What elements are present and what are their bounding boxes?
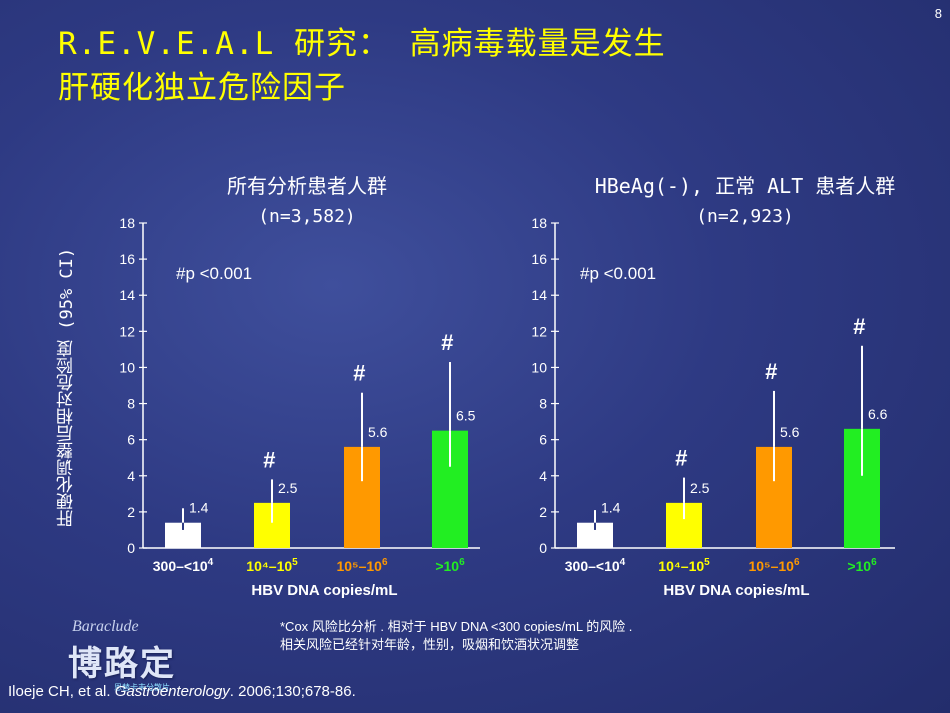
logo-brand-en: Baraclude [72,618,139,635]
x-axis-label: HBV DNA copies/mL [251,582,397,599]
citation-authors: Iloeje CH, et al. [8,683,111,700]
y-tick-label: 6 [539,432,547,448]
footnote-line-2: 相关风险已经针对年龄，性别，吸烟和饮酒状况调整 [280,637,580,652]
baraclude-logo: Baraclude 博路定 恩替卡韦分散片 [58,612,208,702]
value-label: 5.6 [368,424,388,440]
value-label: 5.6 [780,424,800,440]
y-tick-label: 12 [119,323,135,339]
chart-subtitle: (n=2,923) [696,206,794,227]
page-number: 8 [934,6,942,21]
x-tick-label-base: >10 [847,558,871,574]
significance-mark: # [263,447,276,472]
x-tick-label-base: >10 [435,558,459,574]
significance-mark: # [853,314,866,339]
value-label: 2.5 [690,480,710,496]
citation-details: . 2006;130;678-86. [229,683,356,700]
citation: Iloeje CH, et al. Gastroenterology. 2006… [8,683,356,700]
x-tick-label-exponent: 5 [292,557,298,568]
x-tick-label-exponent: 6 [794,557,800,568]
significance-mark: # [675,446,688,471]
y-tick-label: 4 [539,468,547,484]
x-tick-label-base: 10⁴–10 [246,558,292,574]
x-tick-label-base: 10⁴–10 [658,558,704,574]
logo-brand-cn: 博路定 [68,644,176,684]
x-tick-label: 10⁵–106 [748,557,800,574]
x-tick-label-exponent: 6 [459,557,465,568]
value-label: 6.5 [456,408,476,424]
y-tick-label: 0 [539,540,547,556]
y-tick-label: 0 [127,540,135,556]
x-tick-label: 10⁴–105 [658,557,710,574]
y-tick-label: 16 [119,251,135,267]
value-label: 6.6 [868,406,888,422]
x-tick-label: >106 [435,557,465,574]
y-tick-label: 12 [531,323,547,339]
slide-title: R.E.V.E.A.L 研究： 高病毒载量是发生 肝硬化独立危险因子 [58,22,918,110]
x-tick-label-exponent: 4 [208,557,214,568]
y-tick-label: 18 [531,215,547,231]
x-tick-label: 10⁵–106 [336,557,388,574]
y-tick-label: 2 [127,504,135,520]
y-tick-label: 2 [539,504,547,520]
significance-mark: # [353,361,366,386]
x-tick-label-exponent: 4 [620,557,626,568]
x-tick-label: 10⁴–105 [246,557,298,574]
citation-journal: Gastroenterology [114,683,230,700]
x-tick-label-base: 300–<10 [565,558,620,574]
y-tick-label: 6 [127,432,135,448]
chart-title: 所有分析患者人群 [227,174,387,198]
value-label: 2.5 [278,480,298,496]
chart-title: HBeAg(-), 正常 ALT 患者人群 [595,174,896,198]
title-line-2: 肝硬化独立危险因子 [58,70,346,106]
x-tick-label-exponent: 6 [871,557,877,568]
y-tick-label: 14 [119,287,135,303]
chart-all-patients: 所有分析患者人群 (n=3,582) 0 2 4 6 8 10 12 14 16 18 #p <0.00… [119,174,480,599]
chart-subtitle: (n=3,582) [258,206,356,227]
x-axis-label: HBV DNA copies/mL [663,582,809,599]
y-tick-label: 8 [127,396,135,412]
y-tick-label: 16 [531,251,547,267]
footnote: *Cox 风险比分析 . 相对于 HBV DNA <300 copies/mL … [280,618,632,654]
value-label: 1.4 [601,500,621,516]
chart-hbeag-negative: HBeAg(-), 正常 ALT 患者人群 (n=2,923) 0 2 4 6 8 10 12 1… [531,174,896,599]
x-tick-label-exponent: 5 [704,557,710,568]
significance-mark: # [441,330,454,355]
value-label: 1.4 [189,500,209,516]
x-tick-label: >106 [847,557,877,574]
title-line-1: R.E.V.E.A.L 研究： 高病毒载量是发生 [58,26,666,62]
p-value-annotation: #p <0.001 [176,264,252,283]
y-tick-label: 8 [539,396,547,412]
p-value-annotation: #p <0.001 [580,264,656,283]
y-tick-label: 4 [127,468,135,484]
y-tick-label: 10 [531,359,547,375]
x-tick-label-base: 300–<10 [153,558,208,574]
x-tick-label-base: 10⁵–10 [336,558,382,574]
x-tick-label-base: 10⁵–10 [748,558,794,574]
footnote-line-1: *Cox 风险比分析 . 相对于 HBV DNA <300 copies/mL … [280,619,633,634]
significance-mark: # [765,359,778,384]
x-tick-label: 300–<104 [565,557,626,574]
x-tick-label-exponent: 6 [382,557,388,568]
x-tick-label: 300–<104 [153,557,214,574]
y-tick-label: 10 [119,359,135,375]
y-tick-label: 18 [119,215,135,231]
logo-brand-sub: 恩替卡韦分散片 [114,683,170,692]
y-tick-label: 14 [531,287,547,303]
